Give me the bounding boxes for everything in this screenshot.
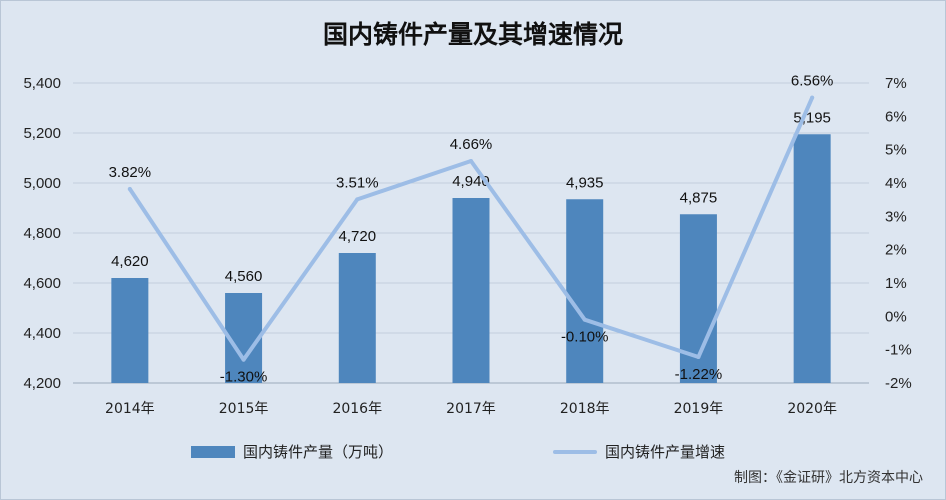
- legend-swatch-line: [553, 449, 597, 454]
- bar-value-label: 4,560: [225, 268, 263, 285]
- legend-item-line: 国内铸件产量增速: [553, 441, 725, 462]
- growth-value-label: 4.66%: [450, 136, 493, 153]
- growth-point: [696, 355, 701, 359]
- y-left-tick-label: 5,200: [23, 125, 61, 142]
- growth-point: [469, 159, 473, 163]
- bar-value-label: 4,935: [566, 174, 604, 191]
- legend-item-bar: 国内铸件产量（万吨）: [191, 441, 393, 462]
- y-left-tick-label: 4,800: [23, 225, 61, 242]
- growth-value-label: -0.10%: [561, 329, 609, 346]
- legend-swatch-bar: [191, 445, 235, 458]
- bar: [111, 278, 149, 383]
- x-tick-label: 2020年: [787, 401, 837, 417]
- bar-value-label: 4,620: [111, 253, 149, 270]
- y-left-tick-label: 4,600: [23, 275, 61, 292]
- legend-label-bar: 国内铸件产量（万吨）: [243, 443, 394, 461]
- growth-point: [582, 317, 587, 322]
- bar-value-label: 4,875: [680, 189, 718, 206]
- bar: [566, 199, 604, 383]
- growth-value-label: -1.30%: [220, 369, 268, 386]
- y-left-tick-label: 5,000: [23, 175, 61, 192]
- y-right-tick-label: 3%: [885, 208, 907, 225]
- chart-plot: 4,200 4,400 4,600 4,800 5,000 5,200 5,400 -2% -1…: [23, 73, 912, 417]
- y-right-tick-label: 0%: [885, 308, 907, 325]
- growth-point: [127, 187, 132, 191]
- growth-point: [241, 357, 246, 362]
- growth-value-label: -1.22%: [675, 366, 723, 383]
- growth-point: [810, 95, 815, 100]
- x-tick-label: 2017年: [446, 401, 496, 417]
- x-tick-label: 2016年: [332, 401, 382, 417]
- x-tick-label: 2015年: [219, 401, 269, 417]
- y-right-tick-label: 5%: [885, 142, 907, 159]
- legend-label-line: 国内铸件产量增速: [605, 443, 726, 461]
- bar: [793, 134, 831, 383]
- bar-value-label: 4,720: [339, 228, 377, 245]
- legend: 国内铸件产量（万吨） 国内铸件产量增速: [1, 441, 945, 465]
- y-left-tick-label: 5,400: [23, 75, 61, 92]
- x-tick-label: 2014年: [105, 401, 155, 417]
- y-right-tick-label: 6%: [885, 108, 907, 125]
- y-right-tick-label: -2%: [885, 375, 912, 392]
- growth-value-label: 3.51%: [336, 174, 379, 191]
- x-tick-label: 2018年: [560, 401, 610, 417]
- y-right-tick-label: 4%: [885, 175, 907, 192]
- bar: [452, 198, 490, 383]
- growth-value-label: 6.56%: [791, 73, 834, 90]
- y-right-tick-label: 2%: [885, 242, 907, 259]
- y-right-tick-label: 1%: [885, 275, 907, 292]
- y-right-tick-label: -1%: [885, 342, 912, 359]
- y-left-tick-label: 4,400: [23, 325, 61, 342]
- y-right-tick-label: 7%: [885, 75, 907, 92]
- bar: [338, 253, 376, 383]
- x-tick-label: 2019年: [674, 401, 724, 417]
- chart-title: 国内铸件产量及其增速情况: [322, 20, 623, 49]
- y-left-tick-label: 4,200: [23, 375, 61, 392]
- growth-point: [355, 197, 360, 202]
- growth-value-label: 3.82%: [109, 164, 152, 181]
- source-note: 制图：《金证研》北方资本中心: [734, 470, 923, 486]
